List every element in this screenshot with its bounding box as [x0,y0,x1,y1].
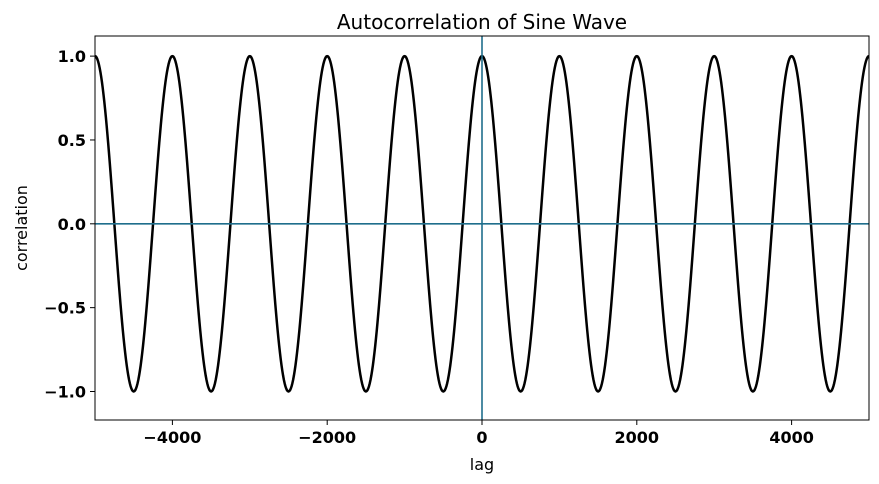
y-tick-label: 1.0 [58,47,86,66]
y-tick-label: −0.5 [44,299,86,318]
x-tick-label: −4000 [143,428,201,447]
y-tick-label: 0.5 [58,131,86,150]
y-tick-label: −1.0 [44,382,86,401]
chart-title: Autocorrelation of Sine Wave [337,10,627,34]
y-axis-label: correlation [12,185,31,271]
x-axis-label: lag [470,455,494,474]
y-tick-label: 0.0 [58,215,86,234]
x-tick-label: −2000 [298,428,356,447]
x-tick-label: 0 [476,428,487,447]
axis-ticks: −4000 −2000 0 2000 4000 −1.0 −0.5 0.0 0.5 1.0 [44,47,814,447]
x-tick-label: 4000 [769,428,814,447]
x-tick-label: 2000 [615,428,660,447]
